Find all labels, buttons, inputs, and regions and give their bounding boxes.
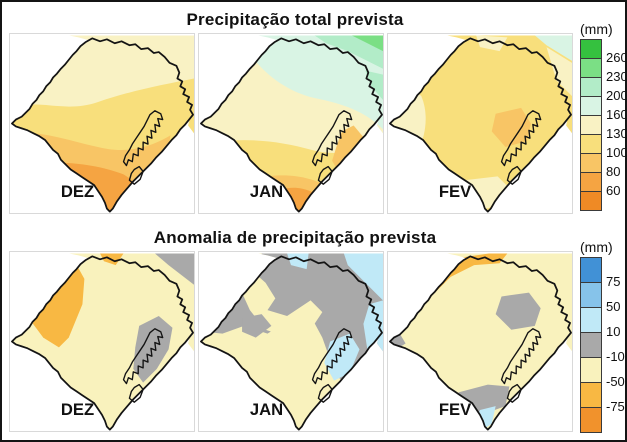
legend-tick: 100 (606, 145, 627, 160)
contour-zone (464, 176, 508, 210)
panel-title-anomaly: Anomalia de precipitação prevista (153, 228, 437, 247)
map-panel-dez-total: DEZ (9, 33, 195, 214)
legend-tick: 75 (606, 274, 621, 289)
colorbar-segment (581, 154, 601, 173)
colorbar-segment (581, 358, 601, 383)
map-jan-anomaly: JAN (200, 253, 383, 431)
legend-tick: 10 (606, 324, 621, 339)
month-label: JAN (250, 182, 283, 201)
legend-tick: 80 (606, 164, 621, 179)
colorbar-total-precip (580, 39, 602, 211)
contour-zone (495, 292, 541, 330)
map-fev-total: FEV (389, 35, 572, 213)
colorbar-segment (581, 408, 601, 432)
panel-title-total-precip: Precipitação total prevista (186, 10, 404, 29)
legend-anomaly: (mm) 75 50 10 -10 -50 -75 (580, 239, 625, 433)
colorbar-segment (581, 78, 601, 97)
colorbar-segment (581, 283, 601, 308)
legend-tick: 130 (606, 126, 627, 141)
colorbar-segment (581, 135, 601, 154)
maps-row-total-precip: DEZ JAN (9, 21, 625, 214)
contour-zone (287, 253, 309, 270)
legend-tick: 160 (606, 107, 627, 122)
legend-tick: 230 (606, 69, 627, 84)
colorbar-segment (581, 40, 601, 59)
colorbar-segment (581, 59, 601, 78)
contour-zone (279, 187, 323, 212)
contour-zone (546, 47, 572, 97)
legend-tick: 260 (606, 50, 627, 65)
map-panel-fev-total: FEV (387, 33, 573, 214)
month-label: DEZ (61, 182, 94, 201)
colorbar-segment (581, 258, 601, 283)
map-panel-jan-total: JAN (198, 33, 384, 214)
map-panel-fev-anomaly: FEV (387, 251, 573, 432)
month-label: FEV (439, 182, 471, 201)
colorbar-segment (581, 308, 601, 333)
legend-tick: 50 (606, 299, 621, 314)
legend-tick: 200 (606, 88, 627, 103)
map-dez-total: DEZ (11, 35, 194, 213)
legend-tick: -50 (606, 374, 625, 389)
colorbar-segment (581, 383, 601, 408)
colorbar-segment (581, 192, 601, 210)
contour-zone (29, 261, 85, 348)
contour-zone (351, 35, 383, 52)
legend-tick: -10 (606, 349, 625, 364)
colorbar-segment (581, 333, 601, 358)
colorbar-segment (581, 173, 601, 192)
contour-zone (154, 253, 194, 285)
contour-zone (343, 253, 383, 301)
map-panel-jan-anomaly: JAN (198, 251, 384, 432)
map-dez-anomaly: DEZ (11, 253, 194, 431)
legend-tick: -75 (606, 399, 625, 414)
contour-zone (491, 107, 531, 147)
legend-total-precip: (mm) 260 230 200 160 130 100 (580, 21, 627, 211)
contour-zone (365, 70, 383, 101)
maps-row-anomaly: DEZ JAN (9, 239, 625, 433)
legend-tick: 60 (606, 183, 621, 198)
month-label: DEZ (61, 400, 94, 419)
month-label: JAN (250, 400, 283, 419)
contour-zone (242, 314, 272, 338)
contour-zone (314, 35, 383, 69)
legend-unit: (mm) (580, 21, 613, 37)
map-fev-anomaly: FEV (389, 253, 572, 431)
contour-zone (534, 35, 572, 61)
colorbar-anomaly (580, 257, 602, 433)
map-jan-total: JAN (200, 35, 383, 213)
month-label: FEV (439, 400, 471, 419)
legend-unit: (mm) (580, 239, 613, 255)
colorbar-segment (581, 97, 601, 116)
colorbar-segment (581, 116, 601, 135)
map-panel-dez-anomaly: DEZ (9, 251, 195, 432)
